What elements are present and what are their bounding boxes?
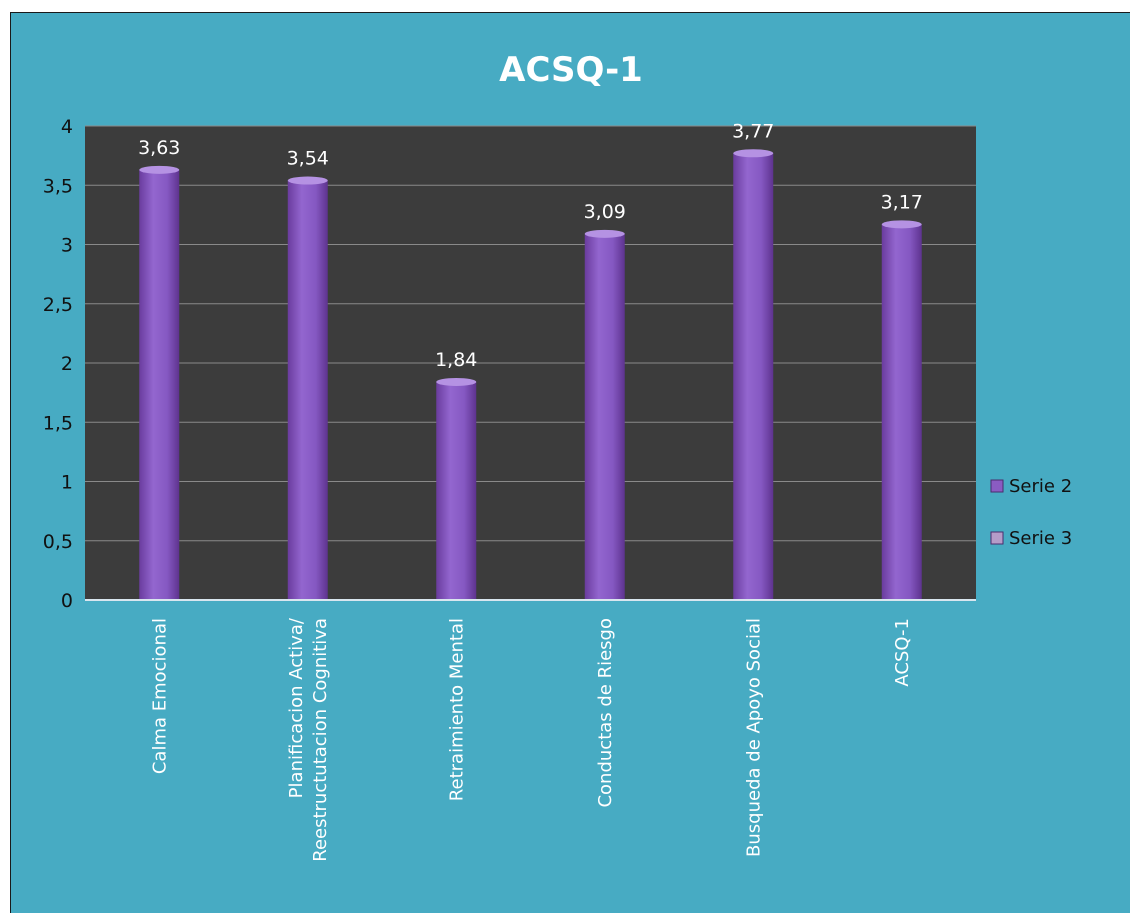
bar-top <box>881 220 922 229</box>
chart-title: ACSQ-1 <box>499 50 643 90</box>
category-label: Conductas de Riesgo <box>595 618 616 808</box>
bar-top <box>287 176 328 185</box>
legend-swatch <box>990 479 1004 493</box>
legend: Serie 2 Serie 3 <box>990 476 1072 549</box>
data-labels: 3,63 3,54 1,84 3,09 3,77 3,17 <box>138 120 923 371</box>
y-tick-label: 3 <box>61 235 73 257</box>
category-label: Planificacion Activa/ <box>286 617 307 798</box>
category-label: ACSQ-1 <box>892 618 913 687</box>
bar-top <box>584 229 625 238</box>
category-label: Retraimiento Mental <box>446 618 467 801</box>
data-label: 3,54 <box>287 148 329 170</box>
bar-top <box>733 149 774 158</box>
data-label: 3,77 <box>732 120 774 142</box>
y-tick-label: 3,5 <box>43 175 73 197</box>
y-tick-label: 1,5 <box>43 412 73 434</box>
category-label: Busqueda de Apoyo Social <box>743 618 764 857</box>
y-axis-ticks: 0 0,5 1 1,5 2 2,5 3 3,5 4 <box>43 116 73 612</box>
bar <box>584 233 625 600</box>
bar-top <box>436 377 477 386</box>
y-tick-label: 0 <box>61 590 73 612</box>
chart-frame: ACSQ-1 0 0,5 1 1,5 2 2,5 3 3,5 4 3,63 3,54 1,84 3,0… <box>10 12 1130 913</box>
bar <box>881 224 922 601</box>
bar-top <box>139 165 180 174</box>
gridlines <box>85 125 976 542</box>
y-tick-label: 1 <box>61 472 73 494</box>
bars <box>139 149 922 601</box>
data-label: 3,09 <box>584 201 626 223</box>
category-label: Calma Emocional <box>149 618 170 774</box>
y-tick-label: 2 <box>61 353 73 375</box>
bar <box>436 381 477 600</box>
bar <box>139 169 180 600</box>
category-label: Reestructutacion Cognitiva <box>310 618 331 862</box>
data-label: 1,84 <box>435 349 477 371</box>
y-tick-label: 2,5 <box>43 294 73 316</box>
bar <box>733 153 774 600</box>
bar-chart: ACSQ-1 00,511,522,533,54 3,63 3,541,843,0… <box>43 50 1072 862</box>
legend-label: Serie 3 <box>1009 528 1072 549</box>
category-labels: Calma Emocional Planificacion Activa/Rees… <box>149 617 913 862</box>
y-tick-label: 0,5 <box>43 531 73 553</box>
y-tick-label: 4 <box>61 116 73 138</box>
data-label: 3,17 <box>881 191 923 213</box>
legend-label: Serie 2 <box>1009 476 1072 497</box>
bar <box>287 180 328 600</box>
data-label: 3,63 <box>138 137 180 159</box>
legend-swatch <box>990 531 1004 545</box>
